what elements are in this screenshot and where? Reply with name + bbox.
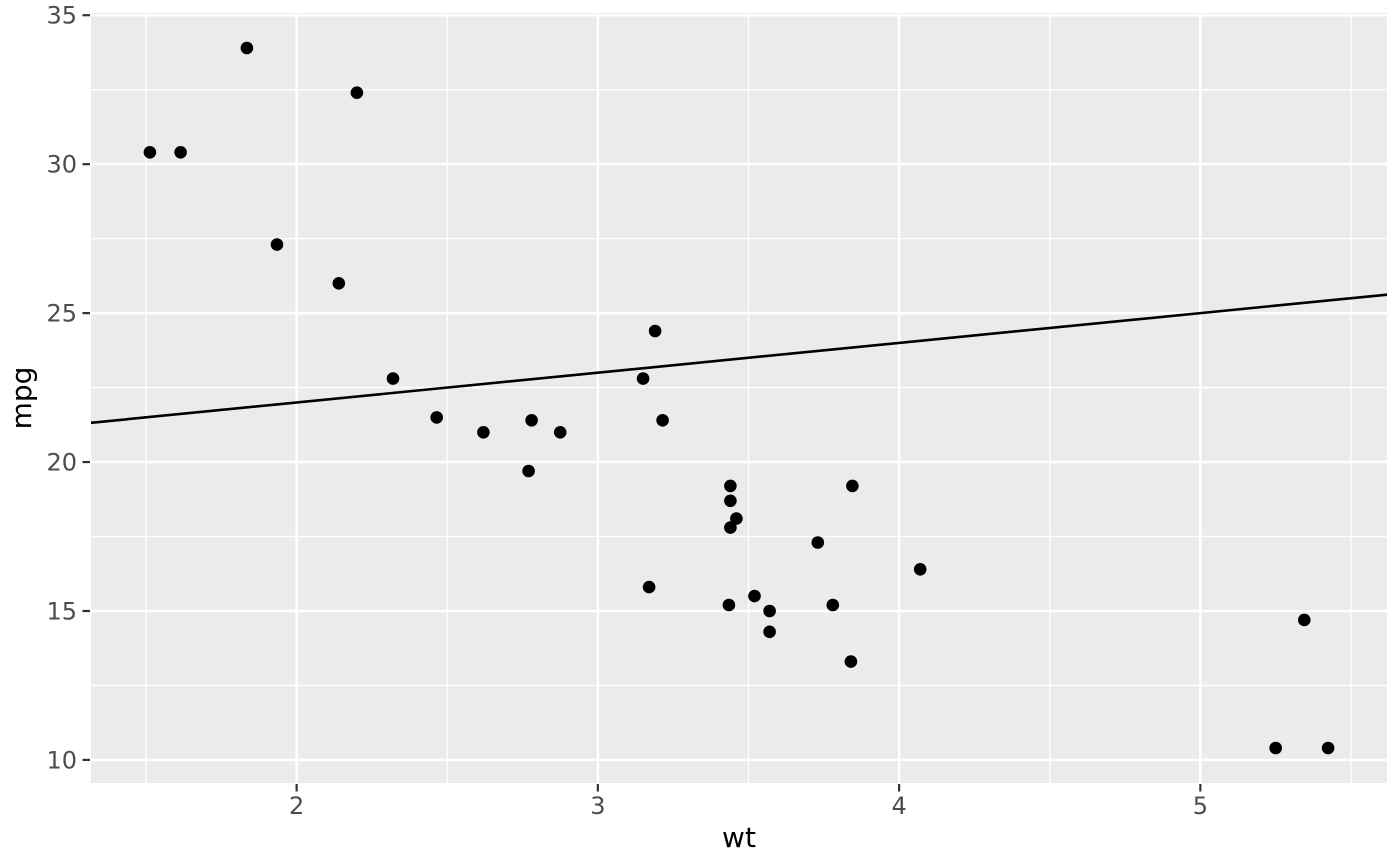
- x-tick-label: 5: [1193, 792, 1208, 820]
- data-point: [332, 277, 346, 290]
- plot-panel-background: [91, 13, 1387, 783]
- data-point: [270, 238, 284, 251]
- y-tick-label: 15: [46, 597, 77, 625]
- data-point: [525, 414, 538, 427]
- data-point: [913, 563, 927, 576]
- data-point: [1269, 741, 1282, 755]
- data-point: [763, 604, 776, 618]
- y-axis-tick-labels: 10 15 20 25 30 35: [46, 2, 77, 775]
- x-axis-title: wt: [722, 821, 756, 854]
- y-tick-label: 20: [46, 449, 77, 477]
- y-tick-label: 10: [46, 746, 77, 774]
- x-axis-tick-marks: [295, 784, 1202, 792]
- data-point: [143, 146, 157, 159]
- data-point: [477, 426, 490, 439]
- data-points: [143, 41, 1335, 755]
- y-tick-label: 25: [46, 300, 77, 328]
- data-point: [826, 598, 840, 612]
- data-point: [724, 494, 737, 508]
- data-point: [636, 372, 650, 385]
- data-point: [1321, 741, 1335, 755]
- y-axis-title: mpg: [5, 367, 38, 430]
- y-tick-label: 35: [46, 2, 77, 30]
- data-point: [730, 512, 743, 525]
- data-point: [240, 41, 254, 55]
- data-point: [553, 426, 567, 439]
- data-point: [748, 589, 761, 603]
- data-point: [522, 464, 535, 478]
- data-point: [724, 479, 737, 493]
- y-axis-tick-marks: [82, 14, 90, 762]
- x-axis-tick-labels: 2 3 4 5: [289, 792, 1208, 820]
- data-point: [844, 655, 858, 668]
- x-tick-label: 4: [891, 792, 906, 820]
- data-point: [648, 324, 662, 338]
- data-point: [846, 479, 859, 493]
- data-point: [656, 414, 669, 427]
- data-point: [386, 372, 400, 385]
- major-gridlines: [91, 13, 1387, 783]
- data-point: [763, 625, 776, 639]
- x-tick-label: 3: [590, 792, 605, 820]
- data-point: [724, 521, 737, 534]
- data-point: [811, 536, 825, 549]
- data-point: [642, 580, 656, 594]
- data-point: [174, 146, 187, 159]
- trend-line: [90, 293, 1388, 425]
- data-point: [350, 86, 364, 99]
- data-point: [722, 598, 736, 612]
- data-point: [1298, 613, 1311, 627]
- minor-gridlines: [91, 13, 1387, 783]
- y-tick-label: 30: [46, 151, 77, 179]
- data-point: [430, 411, 444, 424]
- x-tick-label: 2: [289, 792, 304, 820]
